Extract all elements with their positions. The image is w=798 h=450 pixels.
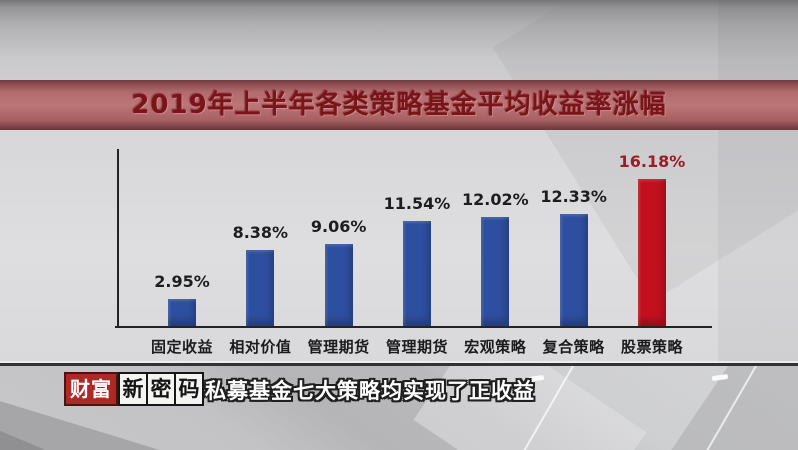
logo-tiles: 新 密 码	[118, 372, 204, 406]
bar-chart: 2.95% 固定收益 8.38% 相对价值 9.06% 管理期货 11.54% 管理期货 12.…	[115, 149, 712, 356]
title-banner: 2019年上半年各类策略基金平均收益率涨幅	[0, 80, 798, 130]
bar-value-label: 12.33%	[540, 187, 607, 206]
bar-value-label: 11.54%	[383, 194, 451, 213]
bar	[637, 179, 666, 326]
bar	[402, 221, 431, 326]
logo-tile: 新	[122, 377, 144, 401]
bar-category-label: 复合策略	[542, 338, 605, 356]
bar	[481, 217, 510, 326]
program-logo: 财富 新 密 码	[64, 372, 204, 406]
lower-third: 财富 新 密 码 私募基金七大策略均实现了正收益	[0, 368, 798, 412]
y-axis-line	[117, 149, 119, 328]
floor-divider-highlight	[0, 361, 798, 363]
bar-value-label: 12.02%	[461, 190, 529, 209]
bar-category-label: 宏观策略	[464, 338, 527, 356]
bar-value-label: 2.95%	[154, 272, 210, 291]
caption-text: 私募基金七大策略均实现了正收益	[205, 379, 535, 403]
logo-tile: 码	[174, 374, 202, 404]
bar	[168, 299, 196, 326]
chart-title: 2019年上半年各类策略基金平均收益率涨幅	[131, 90, 667, 120]
bar-value-label: 9.06%	[310, 217, 367, 236]
logo-red-block: 财富	[64, 372, 118, 406]
bar	[559, 214, 588, 326]
logo-tile: 密	[146, 374, 174, 404]
bar-category-label: 相对价值	[229, 338, 292, 356]
bar-category-label: 管理期货	[385, 338, 448, 356]
bar-value-label: 16.18%	[618, 152, 686, 171]
bar	[324, 244, 353, 326]
bar	[246, 250, 275, 326]
bar-category-label: 股票策略	[620, 338, 683, 356]
background-shape	[718, 0, 798, 370]
bar-category-label: 管理期货	[307, 338, 370, 356]
bar-value-label: 8.38%	[232, 223, 289, 242]
x-axis-line	[115, 326, 712, 328]
bar-category-label: 固定收益	[150, 338, 213, 356]
floor-divider-line	[0, 363, 798, 366]
